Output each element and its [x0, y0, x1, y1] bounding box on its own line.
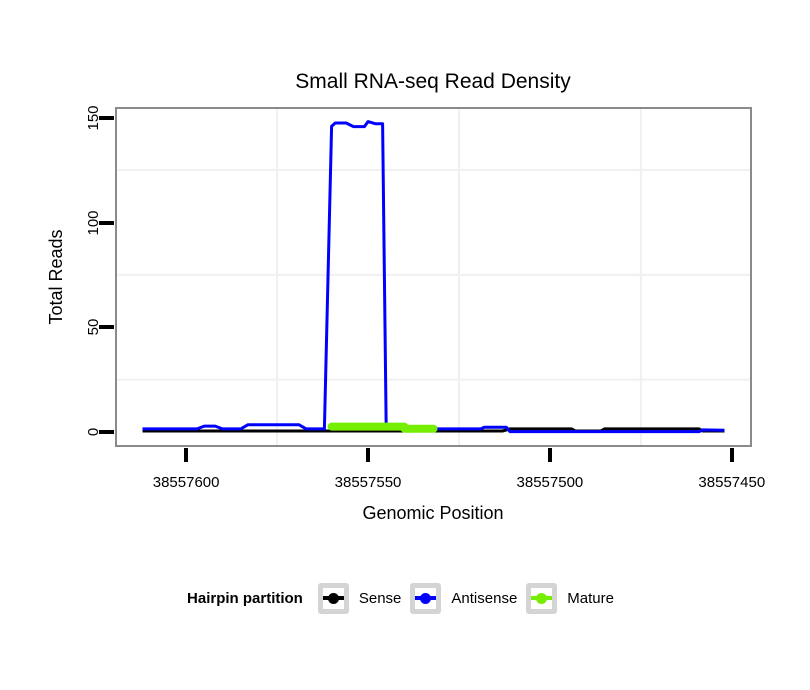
- legend-title: Hairpin partition: [187, 589, 303, 607]
- y-tick-mark: [99, 115, 114, 120]
- y-tick-mark: [99, 430, 114, 434]
- legend: Hairpin partition Sense Antisense Mature: [0, 582, 810, 614]
- y-tick-label: 50: [85, 318, 102, 336]
- x-tick-mark: [184, 448, 189, 462]
- y-tick-mark: [99, 220, 114, 225]
- x-axis-title: Genomic Position: [362, 503, 504, 523]
- legend-item-antisense: Antisense: [410, 582, 518, 614]
- x-tick-label: 38557550: [334, 474, 402, 491]
- chart-title: Small RNA-seq Read Density: [295, 70, 571, 93]
- legend-item-label: Sense: [358, 589, 402, 607]
- y-tick-mark: [99, 325, 114, 330]
- legend-key-dot: [420, 592, 432, 604]
- legend-item-mature: Mature: [526, 582, 614, 614]
- y-tick-label: 100: [85, 210, 102, 236]
- legend-key-dot: [536, 592, 548, 604]
- legend-item-label: Antisense: [451, 589, 518, 607]
- x-tick-mark: [547, 448, 552, 462]
- legend-items: Sense Antisense Mature: [317, 582, 623, 614]
- plot-panel: [115, 107, 752, 447]
- legend-item-label: Mature: [567, 589, 614, 607]
- x-tick-mark: [366, 448, 371, 462]
- plot-area: [117, 109, 750, 445]
- legend-key-dot: [327, 592, 339, 604]
- x-tick-label: 38557500: [516, 474, 584, 491]
- y-axis-title: Total Reads: [46, 229, 66, 325]
- series-line-mature: [327, 422, 438, 433]
- x-tick-label: 38557450: [698, 474, 766, 491]
- x-tick-label: 38557600: [152, 474, 220, 491]
- legend-item-sense: Sense: [317, 582, 402, 614]
- x-tick-mark: [729, 448, 734, 462]
- y-tick-label: 0: [85, 427, 102, 437]
- legend-key-box: [526, 582, 558, 614]
- y-tick-label: 150: [85, 105, 102, 131]
- legend-key-box: [410, 582, 442, 614]
- legend-key-box: [317, 582, 349, 614]
- series-line-antisense: [142, 120, 725, 434]
